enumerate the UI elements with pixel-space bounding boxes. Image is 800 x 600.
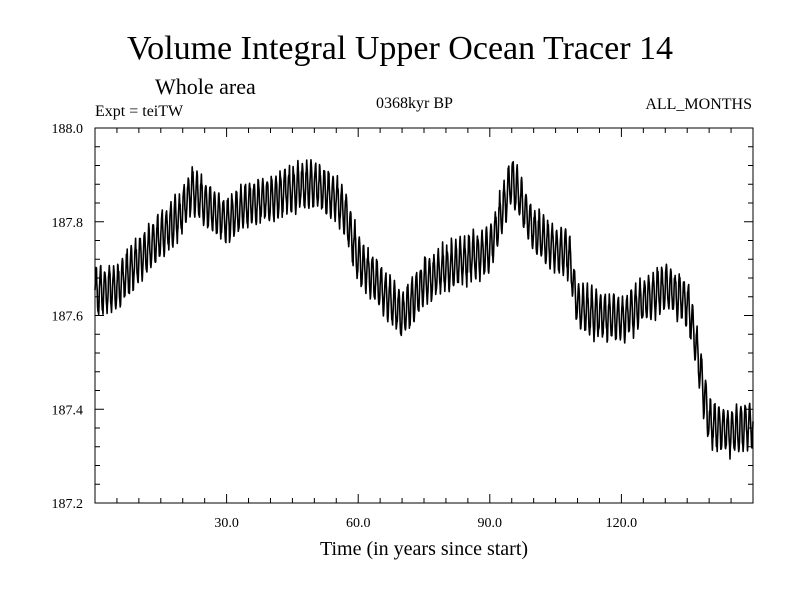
months-label: ALL_MONTHS <box>645 96 752 113</box>
axis-tick-labels: 30.0 60.0 90.0 120.0 187.2 187.4 187.6 187.8 188… <box>52 122 638 531</box>
y-tick-label: 187.6 <box>52 310 84 325</box>
period-label: 0368kyr BP <box>376 95 453 112</box>
y-tick-label: 187.4 <box>52 403 84 418</box>
y-tick-label: 187.8 <box>52 216 84 231</box>
chart-subtitle: Whole area <box>155 74 256 99</box>
series-line <box>94 159 754 460</box>
experiment-label: Expt = teiTW <box>95 103 184 120</box>
y-tick-label: 188.0 <box>52 122 84 137</box>
x-tick-label: 30.0 <box>214 516 239 531</box>
x-axis-label: Time (in years since start) <box>319 538 529 560</box>
x-tick-label: 90.0 <box>478 516 503 531</box>
x-tick-label: 120.0 <box>606 516 638 531</box>
y-tick-label: 187.2 <box>52 497 84 512</box>
x-tick-label: 60.0 <box>346 516 371 531</box>
chart-title: Volume Integral Upper Ocean Tracer 14 <box>126 30 674 67</box>
